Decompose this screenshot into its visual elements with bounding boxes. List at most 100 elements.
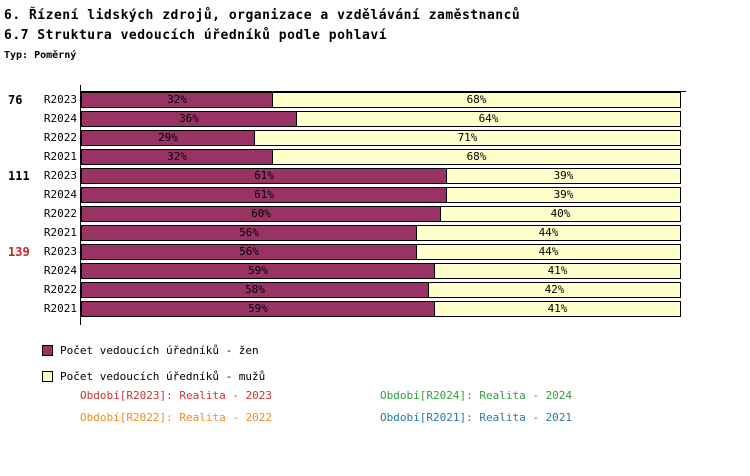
- segment-value-label: 41%: [547, 302, 568, 315]
- period-item-r2022: Období[R2022]: Realita - 2022: [80, 411, 273, 424]
- stacked-bar: 29% 71%: [81, 130, 681, 146]
- segment-value-label: 39%: [553, 169, 574, 182]
- bar-segment-men: 68%: [273, 92, 681, 108]
- legend-swatch-men: [42, 371, 53, 382]
- bar-segment-women: 29%: [81, 130, 255, 146]
- x-axis-top-line: [80, 91, 686, 92]
- segment-value-label: 64%: [478, 112, 499, 125]
- header: 6. Řízení lidských zdrojů, organizace a …: [4, 6, 520, 61]
- segment-value-label: 68%: [466, 150, 487, 163]
- legend-swatch-women: [42, 345, 53, 356]
- bar-row: R2023 32% 68%: [1, 92, 749, 108]
- bar-segment-men: 42%: [429, 282, 681, 298]
- period-item-r2023: Období[R2023]: Realita - 2023: [80, 389, 273, 402]
- row-label: R2023: [43, 245, 77, 258]
- bar-row: R2024 61% 39%: [1, 187, 749, 203]
- bar-row: R2021 32% 68%: [1, 149, 749, 165]
- bar-row: R2023 61% 39%: [1, 168, 749, 184]
- stacked-bar: 59% 41%: [81, 301, 681, 317]
- group-total: 111: [8, 169, 30, 183]
- bar-segment-women: 32%: [81, 92, 273, 108]
- stacked-bar: 59% 41%: [81, 263, 681, 279]
- segment-value-label: 44%: [538, 245, 559, 258]
- chart-title: 6.7 Struktura vedoucích úředníků podle p…: [4, 28, 388, 43]
- segment-value-label: 58%: [245, 283, 265, 296]
- row-label: R2024: [43, 264, 77, 277]
- row-label: R2021: [43, 302, 77, 315]
- row-label: R2024: [43, 188, 77, 201]
- bar-segment-women: 56%: [81, 244, 417, 260]
- y-axis-line: [80, 85, 81, 325]
- bar-segment-women: 36%: [81, 111, 297, 127]
- bar-row: R2022 58% 42%: [1, 282, 749, 298]
- segment-value-label: 40%: [550, 207, 571, 220]
- bar-group-139: 139 R2023 56% 44% R2024 59% 41% R2022 58…: [1, 244, 749, 317]
- bar-row: R2022 29% 71%: [1, 130, 749, 146]
- bar-row: R2021 59% 41%: [1, 301, 749, 317]
- legend-label: Počet vedoucích úředníků - mužů: [60, 370, 266, 383]
- segment-value-label: 56%: [239, 245, 259, 258]
- segment-value-label: 39%: [553, 188, 574, 201]
- chart-type-label: Typ: Poměrný: [4, 50, 77, 61]
- segment-value-label: 32%: [167, 150, 187, 163]
- segment-value-label: 29%: [158, 131, 178, 144]
- segment-value-label: 41%: [547, 264, 568, 277]
- segment-value-label: 68%: [466, 93, 487, 106]
- segment-value-label: 59%: [248, 302, 268, 315]
- stacked-bar: 58% 42%: [81, 282, 681, 298]
- bar-segment-women: 32%: [81, 149, 273, 165]
- bar-row: R2024 36% 64%: [1, 111, 749, 127]
- bar-segment-men: 39%: [447, 187, 681, 203]
- bar-chart: 76 R2023 32% 68% R2024 36% 64% R2022 29%: [1, 92, 749, 320]
- group-total: 76: [8, 93, 23, 107]
- segment-value-label: 59%: [248, 264, 268, 277]
- stacked-bar: 32% 68%: [81, 92, 681, 108]
- bar-segment-women: 59%: [81, 301, 435, 317]
- period-item-r2024: Období[R2024]: Realita - 2024: [380, 389, 573, 402]
- row-label: R2023: [43, 93, 77, 106]
- bar-row: R2021 56% 44%: [1, 225, 749, 241]
- stacked-bar: 61% 39%: [81, 187, 681, 203]
- series-legend: Počet vedoucích úředníků - žen Počet ved…: [42, 344, 265, 396]
- bar-row: R2022 60% 40%: [1, 206, 749, 222]
- row-label: R2023: [43, 169, 77, 182]
- segment-value-label: 42%: [544, 283, 565, 296]
- bar-group-76: 76 R2023 32% 68% R2024 36% 64% R2022 29%: [1, 92, 749, 165]
- segment-value-label: 60%: [251, 207, 271, 220]
- segment-value-label: 61%: [254, 169, 274, 182]
- bar-segment-men: 44%: [417, 244, 681, 260]
- legend-label: Počet vedoucích úředníků - žen: [60, 344, 259, 357]
- bar-segment-men: 71%: [255, 130, 681, 146]
- stacked-bar: 60% 40%: [81, 206, 681, 222]
- bar-segment-men: 64%: [297, 111, 681, 127]
- bar-row: R2024 59% 41%: [1, 263, 749, 279]
- bar-row: R2023 56% 44%: [1, 244, 749, 260]
- segment-value-label: 36%: [179, 112, 199, 125]
- row-label: R2021: [43, 150, 77, 163]
- bar-segment-women: 58%: [81, 282, 429, 298]
- period-item-r2021: Období[R2021]: Realita - 2021: [380, 411, 573, 424]
- row-label: R2022: [43, 207, 77, 220]
- stacked-bar: 36% 64%: [81, 111, 681, 127]
- bar-group-111: 111 R2023 61% 39% R2024 61% 39% R2022 60…: [1, 168, 749, 241]
- stacked-bar: 32% 68%: [81, 149, 681, 165]
- row-label: R2024: [43, 112, 77, 125]
- group-total: 139: [8, 245, 30, 259]
- row-label: R2022: [43, 283, 77, 296]
- bar-segment-men: 40%: [441, 206, 681, 222]
- stacked-bar: 56% 44%: [81, 225, 681, 241]
- bar-segment-women: 61%: [81, 168, 447, 184]
- bar-segment-men: 44%: [417, 225, 681, 241]
- segment-value-label: 71%: [457, 131, 478, 144]
- row-label: R2022: [43, 131, 77, 144]
- bar-segment-women: 60%: [81, 206, 441, 222]
- legend-item-women: Počet vedoucích úředníků - žen: [42, 344, 265, 357]
- bar-segment-women: 61%: [81, 187, 447, 203]
- bar-segment-women: 56%: [81, 225, 417, 241]
- stacked-bar: 56% 44%: [81, 244, 681, 260]
- bar-segment-women: 59%: [81, 263, 435, 279]
- bar-segment-men: 68%: [273, 149, 681, 165]
- period-legend: Období[R2023]: Realita - 2023 Období[R20…: [80, 389, 700, 424]
- segment-value-label: 56%: [239, 226, 259, 239]
